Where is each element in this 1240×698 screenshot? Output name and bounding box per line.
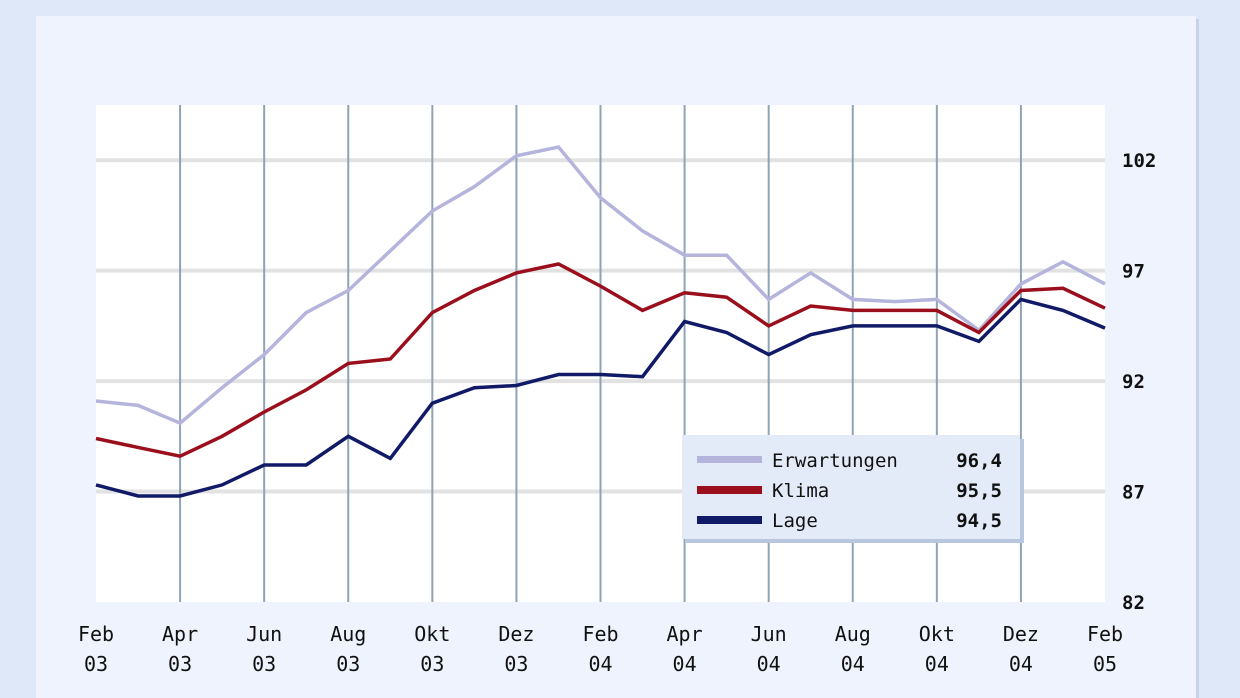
- series-line-erwartungen: [95, 145, 1106, 426]
- x-tick-month: Jun: [246, 622, 282, 646]
- legend-series-value: 95,5: [956, 480, 1002, 502]
- x-tick-year: 03: [84, 652, 108, 676]
- x-tick-year: 04: [1009, 652, 1033, 676]
- x-tick-year: 03: [252, 652, 276, 676]
- y-axis-ticks: 82 87 92 97 102: [1122, 150, 1156, 614]
- legend-series-name: Lage: [772, 510, 818, 532]
- x-tick-year: 03: [336, 652, 360, 676]
- legend-series-name: Klima: [772, 480, 829, 502]
- y-tick-label: 102: [1122, 150, 1156, 172]
- x-tick-month: Feb: [78, 622, 114, 646]
- x-tick-year: 04: [673, 652, 697, 676]
- x-tick-year: 03: [420, 652, 444, 676]
- y-tick-label: 92: [1122, 371, 1145, 393]
- legend-swatch: [697, 486, 762, 494]
- x-tick-month: Dez: [498, 622, 534, 646]
- x-tick-month: Okt: [414, 622, 450, 646]
- x-tick-month: Dez: [1003, 622, 1039, 646]
- legend-series-name: Erwartungen: [772, 450, 898, 472]
- x-tick-month: Feb: [1087, 622, 1123, 646]
- x-tick-month: Apr: [667, 622, 703, 646]
- y-tick-label: 82: [1122, 592, 1145, 614]
- x-tick-year: 03: [168, 652, 192, 676]
- y-tick-label: 87: [1122, 482, 1145, 504]
- x-tick-year: 04: [588, 652, 612, 676]
- x-axis-ticks: Feb 03 Apr 03 Jun 03 Aug 03 Okt 03 Dez 03 Feb 04 Apr 04…: [78, 622, 1123, 676]
- legend-swatch: [697, 456, 762, 463]
- legend-swatch: [697, 516, 762, 524]
- x-tick-month: Aug: [330, 622, 366, 646]
- x-tick-month: Apr: [162, 622, 198, 646]
- x-tick-year: 04: [841, 652, 865, 676]
- x-tick-month: Aug: [835, 622, 871, 646]
- y-tick-label: 97: [1122, 261, 1145, 283]
- x-tick-month: Feb: [582, 622, 618, 646]
- legend: Erwartungen 96,4 Klima 95,5 Lage 94,5: [682, 435, 1024, 543]
- legend-series-value: 96,4: [956, 450, 1002, 472]
- legend-series-value: 94,5: [956, 510, 1002, 532]
- series-line-lage: [95, 297, 1106, 498]
- x-tick-year: 03: [504, 652, 528, 676]
- series-line-klima: [95, 262, 1106, 459]
- x-tick-year: 04: [925, 652, 949, 676]
- x-tick-year: 04: [757, 652, 781, 676]
- series-lines: [95, 145, 1106, 498]
- x-tick-year: 05: [1093, 652, 1117, 676]
- x-tick-month: Jun: [751, 622, 787, 646]
- x-tick-month: Okt: [919, 622, 955, 646]
